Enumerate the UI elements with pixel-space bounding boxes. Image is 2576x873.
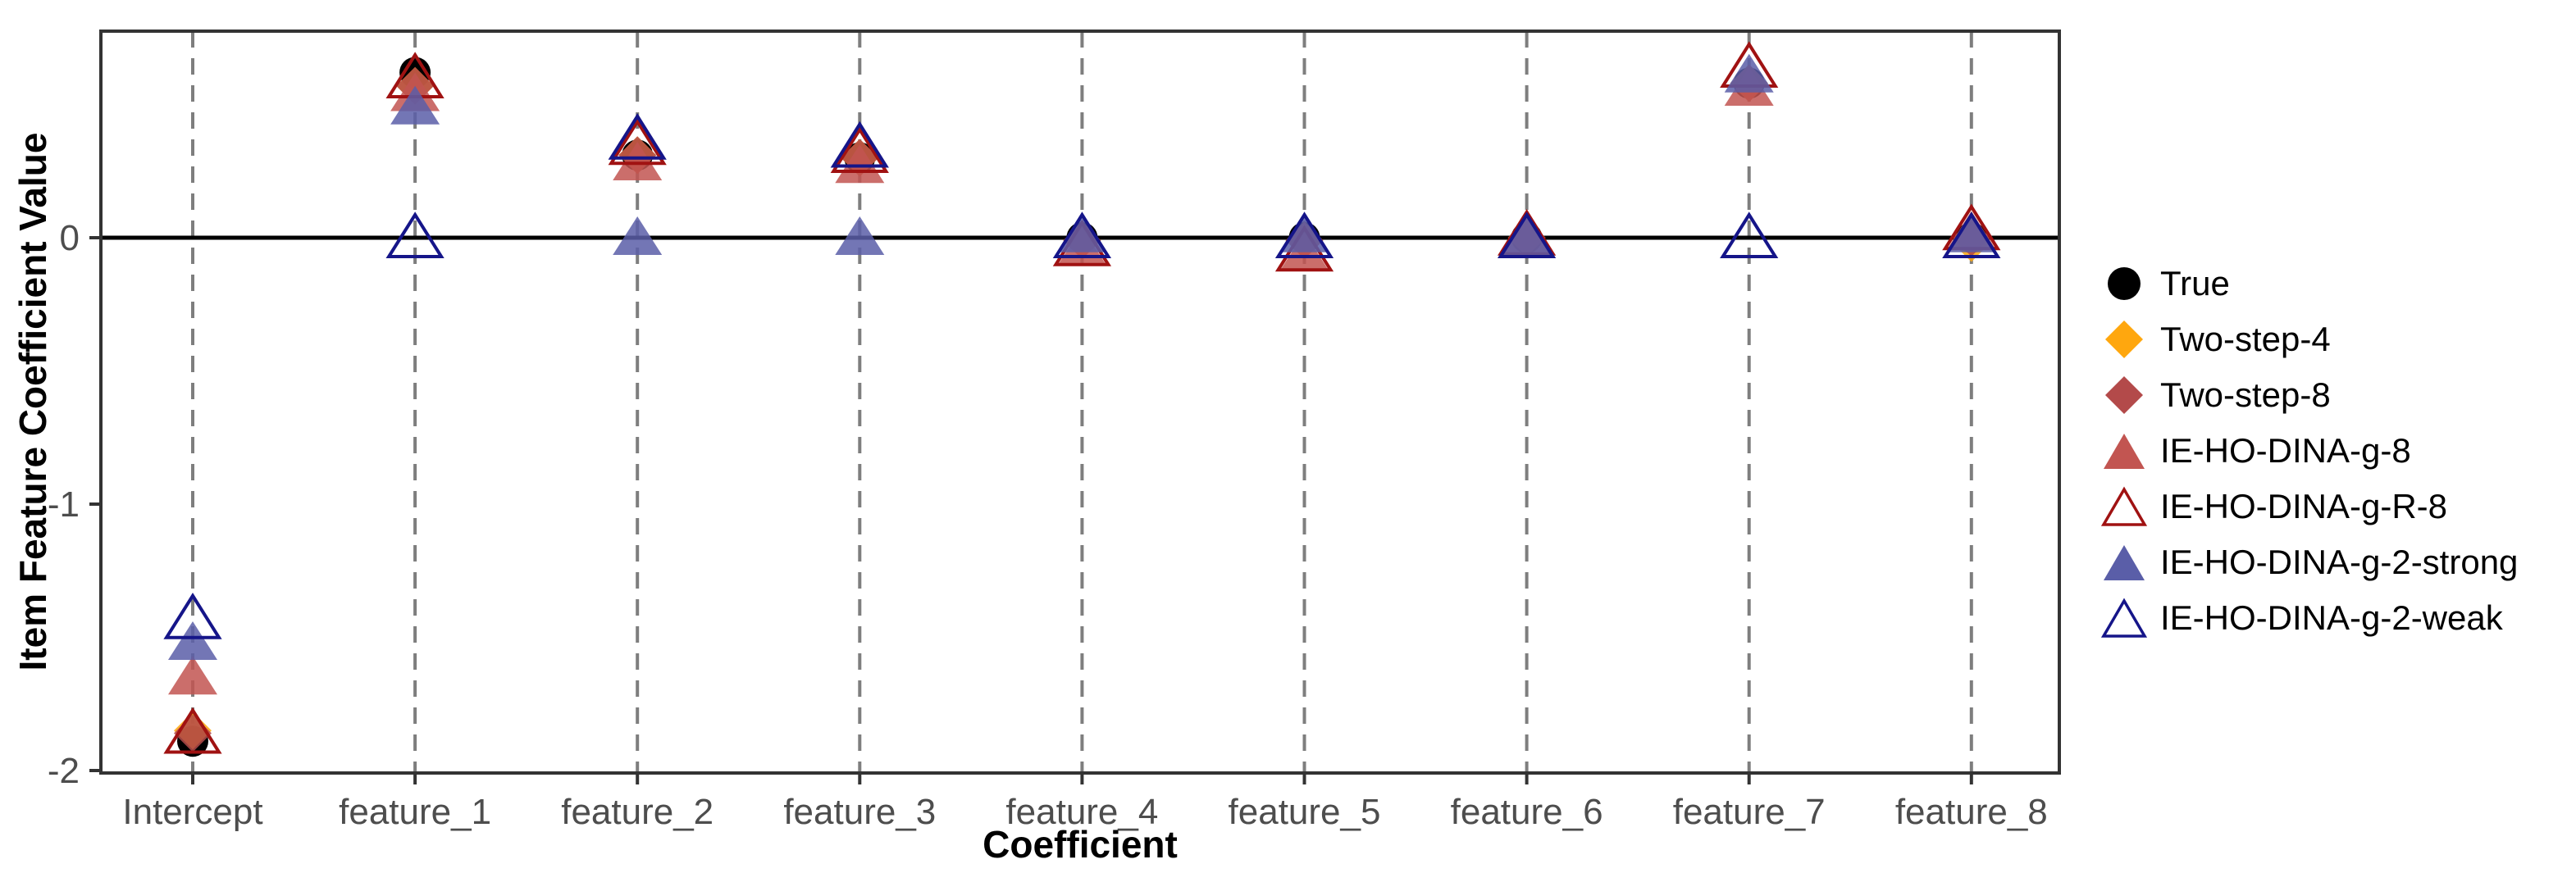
marker-IE-HO-DINA-g-R-8-feature_2 <box>608 118 667 166</box>
IE-HO-DINA-g-R-8-legend-marker-shape <box>2101 486 2147 526</box>
x-tick-label-feature_4: feature_4 <box>1005 792 1158 832</box>
x-tick-label-feature_6: feature_6 <box>1451 792 1603 832</box>
marker-IE-HO-DINA-g-2-weak-feature_7 <box>1720 211 1779 258</box>
y-tick-label-0: 0 <box>60 218 80 258</box>
marker-IE-HO-DINA-g-8-Intercept <box>168 656 217 695</box>
True-legend-marker-icon <box>2108 267 2141 300</box>
legend-item-IE-HO-DINA-g-R-8: IE-HO-DINA-g-R-8 <box>2101 479 2518 534</box>
x-tick-label-feature_3: feature_3 <box>783 792 936 832</box>
legend-item-IE-HO-DINA-g-8: IE-HO-DINA-g-8 <box>2101 423 2518 479</box>
marker-IE-HO-DINA-g-R-8-Intercept <box>163 707 222 754</box>
IE-HO-DINA-g-2-weak-legend-marker-icon <box>2101 598 2147 638</box>
legend-item-Two-step-8: Two-step-8 <box>2101 367 2518 423</box>
Two-step-8-legend-marker-shape <box>2105 376 2143 414</box>
legend-item-Two-step-4: Two-step-4 <box>2101 311 2518 367</box>
x-tick-label-feature_5: feature_5 <box>1229 792 1381 832</box>
marker-IE-HO-DINA-g-2-weak-feature_6 <box>1497 211 1557 258</box>
marker-IE-HO-DINA-g-8-feature_3 <box>835 144 885 184</box>
legend-label: IE-HO-DINA-g-8 <box>2160 431 2411 470</box>
IE-HO-DINA-g-R-8-legend-marker-icon <box>2101 486 2147 526</box>
y-axis-title: Item Feature Coefficient Value <box>11 132 54 671</box>
marker-IE-HO-DINA-g-2-weak-Intercept <box>163 592 222 639</box>
marker-IE-HO-DINA-g-8-feature_2 <box>613 142 663 180</box>
IE-HO-DINA-g-8-legend-marker-shape <box>2104 434 2145 469</box>
IE-HO-DINA-g-2-weak-legend-marker-shape <box>2101 598 2147 638</box>
IE-HO-DINA-g-2-strong-legend-marker-shape <box>2104 545 2145 580</box>
marker-IE-HO-DINA-g-2-strong-feature_4 <box>1057 213 1107 252</box>
IE-HO-DINA-g-8-legend-marker-icon <box>2104 434 2145 469</box>
Two-step-4-legend-marker-icon <box>2105 321 2143 358</box>
legend-item-True: True <box>2101 256 2518 311</box>
marker-IE-HO-DINA-g-2-weak-feature_1 <box>385 211 445 258</box>
marker-IE-HO-DINA-g-2-weak-feature_3 <box>830 120 889 168</box>
marker-IE-HO-DINA-g-2-strong-feature_1 <box>390 85 440 125</box>
marker-IE-HO-DINA-g-2-weak-feature_8 <box>1942 211 2001 258</box>
marker-IE-HO-DINA-g-2-strong-feature_3 <box>835 216 885 255</box>
marker-IE-HO-DINA-g-2-weak-feature_2 <box>608 112 667 160</box>
x-tick-label-Intercept: Intercept <box>122 792 262 832</box>
legend-label: IE-HO-DINA-g-2-weak <box>2160 598 2503 637</box>
marker-IE-HO-DINA-g-2-strong-Intercept <box>168 621 217 660</box>
legend-item-IE-HO-DINA-g-2-weak: IE-HO-DINA-g-2-weak <box>2101 590 2518 646</box>
x-tick-label-feature_2: feature_2 <box>561 792 714 832</box>
y-tick-label--2: -2 <box>48 751 80 791</box>
legend-label: IE-HO-DINA-g-2-strong <box>2160 543 2519 581</box>
marker-IE-HO-DINA-g-R-8-feature_3 <box>830 126 889 173</box>
legend-label: True <box>2160 264 2230 302</box>
Two-step-4-legend-marker-shape <box>2105 321 2143 358</box>
legend: True Two-step-4 Two-step-8 IE-HO-DINA-g-8 IE… <box>2101 256 2518 646</box>
panel-border <box>99 30 2061 775</box>
x-tick-label-feature_1: feature_1 <box>339 792 491 832</box>
marker-IE-HO-DINA-g-2-strong-feature_7 <box>1724 53 1774 93</box>
x-tick-label-feature_8: feature_8 <box>1895 792 2048 832</box>
marker-IE-HO-DINA-g-2-strong-feature_6 <box>1502 216 1552 255</box>
x-axis-title: Coefficient <box>983 823 1178 866</box>
IE-HO-DINA-g-2-strong-legend-marker-icon <box>2104 545 2145 580</box>
marker-IE-HO-DINA-g-2-weak-feature_5 <box>1274 211 1334 258</box>
y-tick-label--1: -1 <box>48 484 80 525</box>
marker-IE-HO-DINA-g-2-strong-feature_2 <box>613 216 663 255</box>
legend-label: IE-HO-DINA-g-R-8 <box>2160 487 2448 525</box>
legend-item-IE-HO-DINA-g-2-strong: IE-HO-DINA-g-2-strong <box>2101 534 2518 590</box>
marker-IE-HO-DINA-g-2-strong-feature_5 <box>1279 213 1329 252</box>
True-legend-marker-shape <box>2108 267 2141 300</box>
marker-IE-HO-DINA-g-2-strong-feature_8 <box>1946 213 1996 252</box>
legend-label: Two-step-8 <box>2160 375 2331 414</box>
marker-IE-HO-DINA-g-2-weak-feature_4 <box>1052 211 1112 258</box>
x-tick-label-feature_7: feature_7 <box>1673 792 1826 832</box>
legend-label: Two-step-4 <box>2160 320 2331 358</box>
Two-step-8-legend-marker-icon <box>2105 376 2143 414</box>
